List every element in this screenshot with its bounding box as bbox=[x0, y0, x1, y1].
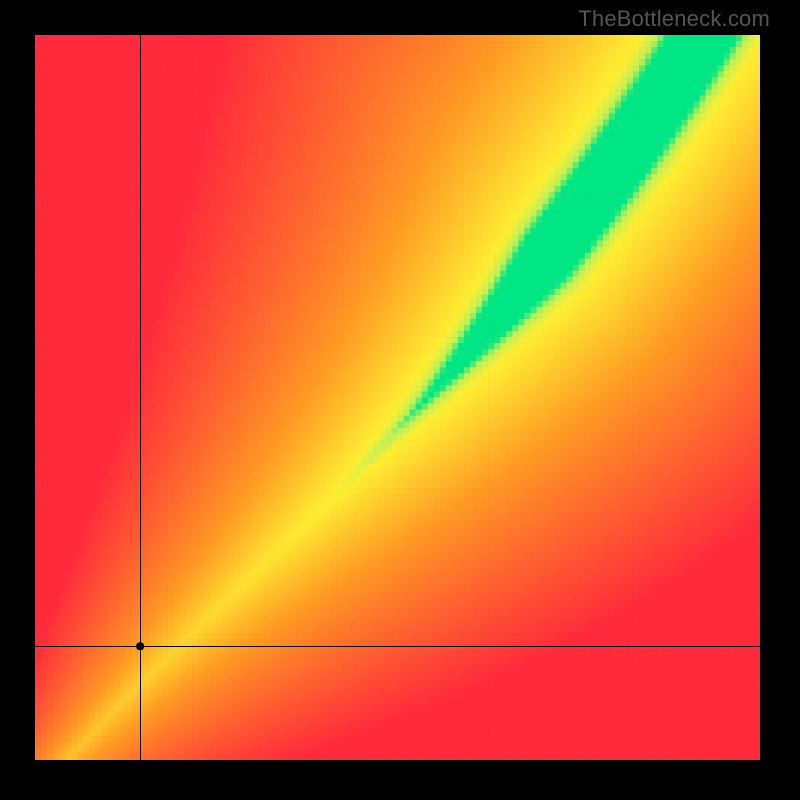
chart-container: TheBottleneck.com bbox=[0, 0, 800, 800]
bottleneck-heatmap bbox=[35, 35, 760, 760]
watermark-text: TheBottleneck.com bbox=[578, 6, 770, 32]
